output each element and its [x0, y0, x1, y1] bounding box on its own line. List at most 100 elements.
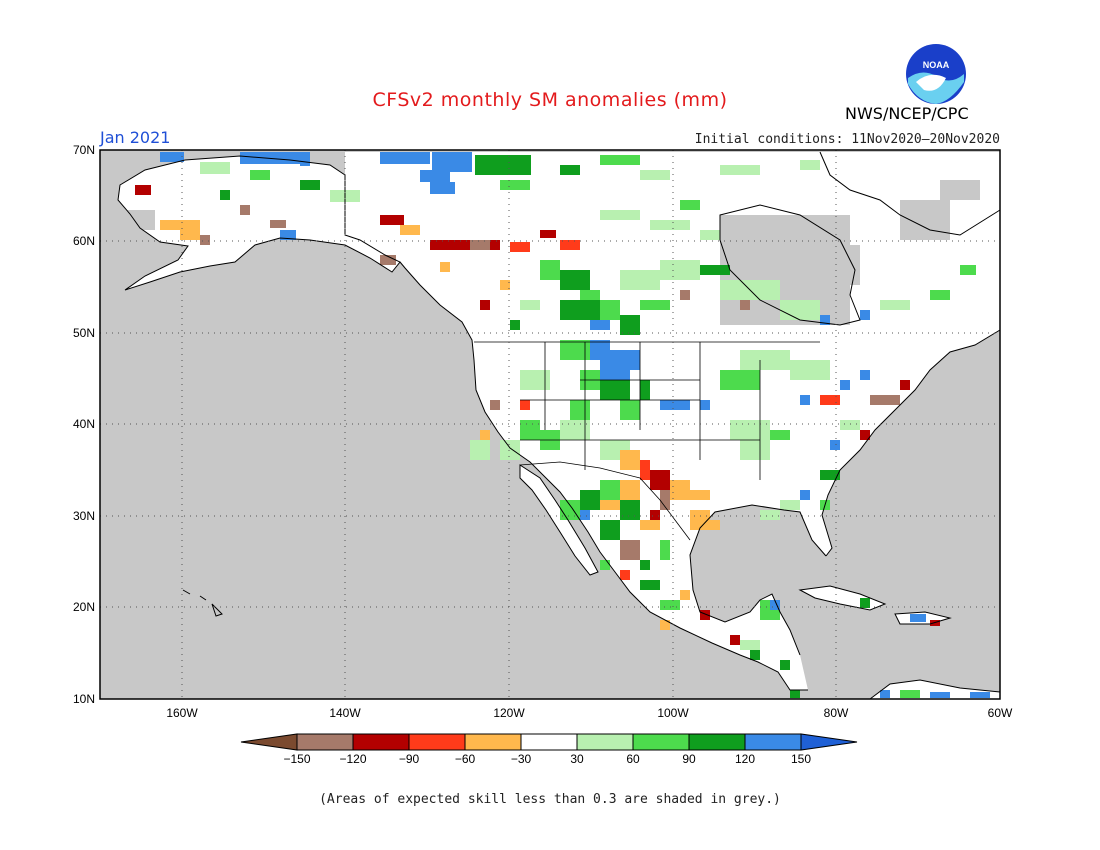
anomaly-cell	[430, 240, 500, 250]
colorbar-tick: −150	[283, 752, 310, 766]
anomaly-cell	[660, 600, 680, 610]
anomaly-cell	[200, 162, 230, 174]
anomaly-cell	[560, 500, 580, 520]
gridlines	[100, 150, 1000, 699]
anomaly-cell	[780, 500, 800, 510]
anomaly-cell	[160, 220, 200, 230]
anomaly-cell	[280, 230, 296, 240]
lat-label: 20N	[73, 600, 95, 614]
colorbar-segment	[744, 733, 802, 751]
anomaly-cell	[650, 510, 660, 520]
lat-label: 70N	[73, 143, 95, 157]
anomaly-cell	[740, 350, 790, 370]
initial-conditions: Initial conditions: 11Nov2020–20Nov2020	[694, 132, 1000, 147]
colorbar-arrow-left	[240, 733, 298, 751]
anomaly-cell	[860, 310, 870, 320]
anomaly-cell	[500, 440, 520, 460]
colorbar-segment	[464, 733, 522, 751]
colorbar-tick: −30	[511, 752, 532, 766]
anomaly-cell	[970, 692, 990, 698]
anomaly-cell	[740, 300, 750, 310]
anomaly-cell	[660, 620, 670, 630]
anomaly-cell	[520, 420, 540, 440]
colorbar-tick: 120	[735, 752, 755, 766]
colorbar-tick: −90	[399, 752, 420, 766]
anomaly-cell	[560, 420, 590, 440]
anomaly-cell	[560, 300, 600, 320]
anomaly-cell	[720, 370, 760, 390]
anomaly-cell	[680, 290, 690, 300]
lat-label: 40N	[73, 417, 95, 431]
anomaly-cell	[800, 395, 810, 405]
anomaly-cell	[500, 180, 530, 190]
anomaly-cell	[500, 280, 510, 290]
anomaly-cell	[740, 640, 760, 650]
lon-label: 120W	[493, 706, 525, 720]
anomaly-cell	[600, 560, 610, 570]
anomaly-cell	[475, 155, 531, 175]
anomaly-cell	[930, 692, 950, 698]
anomaly-cell	[780, 300, 820, 320]
lon-label: 60W	[988, 706, 1013, 720]
anomaly-cell	[600, 500, 620, 510]
anomaly-cell	[440, 262, 450, 272]
anomaly-cell	[660, 400, 680, 410]
anomaly-cell	[660, 260, 700, 280]
anomaly-cell	[540, 260, 560, 280]
colorbar-arrow-right	[800, 733, 858, 751]
lon-label: 100W	[657, 706, 689, 720]
anomaly-cell	[510, 242, 530, 252]
anomaly-cell	[490, 400, 500, 410]
anomaly-cell	[560, 240, 580, 250]
anomaly-cell	[660, 540, 670, 560]
anomaly-cell	[620, 570, 630, 580]
anomaly-cell	[250, 170, 270, 180]
anomaly-cell	[580, 490, 600, 510]
lat-label: 50N	[73, 326, 95, 340]
colorbar-segment	[688, 733, 746, 751]
anomaly-cell	[580, 510, 590, 520]
anomaly-cell	[700, 265, 730, 275]
colorbar-segment	[296, 733, 354, 751]
anomaly-cell	[640, 520, 660, 530]
anomaly-cell	[520, 300, 540, 310]
anomaly-cell	[470, 240, 490, 250]
footnote: (Areas of expected skill less than 0.3 a…	[319, 792, 781, 807]
anomaly-cell	[640, 300, 670, 310]
colorbar-tick: −60	[455, 752, 476, 766]
logo-text: NOAA	[923, 60, 950, 70]
anomaly-cell	[650, 470, 670, 490]
anomaly-cell	[790, 690, 800, 698]
anomaly-cell	[640, 580, 660, 590]
anomaly-cell	[660, 490, 670, 510]
anomaly-cell	[750, 650, 760, 660]
anomaly-cell	[620, 540, 640, 560]
anomaly-cell	[600, 210, 640, 220]
anomaly-cell	[720, 165, 760, 175]
anomaly-cell	[880, 300, 910, 310]
anomaly-cell	[790, 360, 830, 380]
anomaly-cell	[590, 320, 610, 330]
anomaly-cell	[700, 400, 710, 410]
anomaly-cell	[620, 500, 640, 520]
anomaly-cell	[860, 370, 870, 380]
colorbar-segment	[352, 733, 410, 751]
anomaly-cell	[710, 520, 720, 530]
valid-month: Jan 2021	[100, 128, 171, 147]
anomaly-cell	[640, 460, 650, 480]
anomaly-cell	[300, 180, 320, 190]
anomaly-cell	[900, 380, 910, 390]
anomaly-cell	[820, 395, 840, 405]
anomaly-cell	[480, 300, 490, 310]
map-frame	[99, 149, 1001, 700]
anomaly-cell	[900, 690, 920, 698]
anomaly-cell	[380, 255, 396, 265]
anomaly-cell	[470, 440, 490, 460]
anomaly-cell	[960, 265, 976, 275]
anomaly-cell	[620, 270, 660, 290]
anomaly-cell	[200, 235, 210, 245]
anomaly-cell	[220, 190, 230, 200]
anomaly-cell	[135, 185, 151, 195]
agency-label: NWS/NCEP/CPC	[845, 104, 969, 123]
anomaly-cell	[600, 300, 620, 320]
